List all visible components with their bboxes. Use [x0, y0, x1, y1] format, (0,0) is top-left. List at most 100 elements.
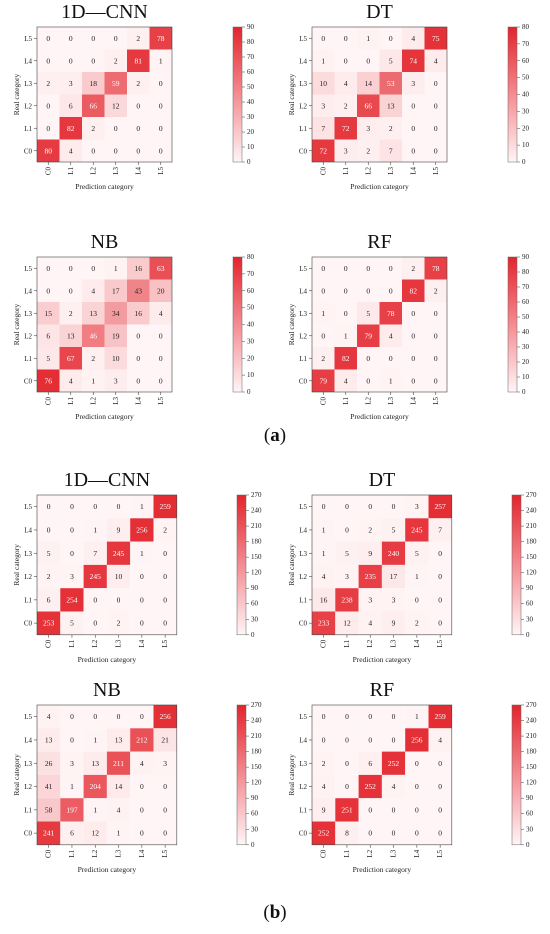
cell-value: 8: [345, 829, 349, 838]
cell-value: 0: [438, 759, 442, 768]
heatmap-cell: [357, 279, 380, 302]
cell-value: 240: [388, 549, 400, 558]
heatmap-cell: [335, 541, 359, 565]
heatmap-cell: [130, 518, 154, 542]
heatmap-cell: [127, 302, 150, 325]
cell-value: 0: [163, 595, 167, 604]
y-tick-label: C0: [24, 620, 33, 628]
x-axis-label: Prediction category: [78, 655, 137, 664]
x-tick-label: L5: [157, 397, 165, 405]
heatmap-cell: [358, 774, 382, 799]
y-tick-label: L5: [24, 503, 32, 511]
cell-value: 0: [140, 829, 144, 838]
heatmap-frame: [311, 256, 448, 393]
heatmap-cell: [153, 611, 177, 635]
x-tick-label: C0: [45, 849, 53, 858]
colorbar-tick-label: 210: [526, 522, 537, 530]
colorbar-tick-label: 50: [247, 83, 255, 91]
cell-value: 0: [159, 146, 163, 155]
cell-value: 0: [368, 712, 372, 721]
colorbar-tick-label: 210: [251, 522, 262, 530]
heatmap-cell: [358, 518, 382, 542]
cell-value: 0: [392, 805, 396, 814]
cell-value: 0: [345, 782, 349, 791]
heatmap-cell: [149, 279, 172, 302]
heatmap-cell: [379, 72, 402, 95]
cell-value: 13: [90, 309, 98, 318]
heatmap-cell: [424, 27, 447, 50]
cell-value: 0: [114, 34, 118, 43]
subfigure-a-label: (a): [263, 425, 287, 446]
heatmap-cell: [379, 369, 402, 392]
heatmap-cell: [405, 821, 429, 845]
cell-value: 9: [322, 805, 326, 814]
colorbar-tick-label: 90: [247, 23, 255, 31]
cell-value: 0: [438, 549, 442, 558]
heatmap-cell: [358, 541, 382, 565]
cell-value: 0: [411, 146, 415, 155]
heatmap-cell: [104, 94, 127, 117]
heatmap-cell: [59, 139, 82, 162]
cell-value: 13: [115, 735, 123, 744]
heatmap-cell: [59, 279, 82, 302]
cell-value: 3: [163, 759, 167, 768]
heatmap-cell: [153, 518, 177, 542]
heatmap-cell: [83, 821, 107, 845]
heatmap-cell: [149, 257, 172, 280]
cell-value: 4: [389, 331, 393, 340]
heatmap-cell: [335, 751, 359, 775]
heatmap-cell: [381, 821, 406, 845]
x-tick-label: L4: [409, 167, 417, 175]
heatmap-cell: [424, 279, 447, 302]
cell-value: 5: [345, 549, 349, 558]
heatmap-cell: [83, 798, 107, 822]
x-tick-label: L3: [115, 639, 123, 647]
panel-b-4: RF 0 0 0 0 1 259 0 0 0 0 256 4 2 0 6 252 0 0 4 0 252 4 0 0 9 251 0 0…: [287, 679, 537, 874]
colorbar-tick-label: 40: [247, 321, 255, 329]
cell-value: 4: [69, 146, 73, 155]
x-tick-label: C0: [45, 639, 53, 648]
heatmap-cell: [37, 821, 61, 845]
cell-value: 0: [415, 595, 419, 604]
heatmap-cell: [357, 369, 380, 392]
heatmap-cell: [82, 257, 105, 280]
heatmap-cell: [59, 72, 82, 95]
cell-value: 0: [140, 572, 144, 581]
heatmap-cell: [59, 117, 82, 140]
heatmap-cell: [358, 798, 382, 822]
colorbar-tick-label: 20: [247, 128, 255, 136]
heatmap-cell: [37, 139, 60, 162]
cell-value: 0: [434, 376, 438, 385]
heatmap-cell: [130, 541, 154, 565]
heatmap-cell: [37, 728, 61, 752]
heatmap-cell: [153, 774, 177, 799]
colorbar-tick-label: 30: [247, 113, 255, 121]
heatmap-cell: [428, 705, 452, 729]
heatmap-cell: [130, 774, 154, 799]
y-axis-label: Real category: [287, 74, 296, 116]
heatmap-cell: [357, 302, 380, 325]
heatmap-cell: [37, 541, 61, 565]
cell-value: 256: [136, 525, 148, 534]
heatmap-cell: [312, 705, 336, 729]
colorbar: [232, 26, 243, 163]
cell-value: 256: [411, 735, 423, 744]
y-axis-label: Real category: [12, 74, 21, 116]
heatmap-cell: [82, 369, 105, 392]
cell-value: 3: [321, 101, 325, 110]
heatmap-cell: [428, 518, 452, 542]
panel-a-3-title: NB: [91, 231, 119, 253]
y-tick-label: L4: [24, 57, 32, 65]
panel-a-4: RF0 0 0 0 2 780 0 0 0 82 21 0 5 78 0 00 1 79 4 0 02 82 0 0 0 079 4…: [287, 231, 530, 421]
colorbar-tick-label: 210: [526, 732, 537, 740]
heatmap-cell: [312, 495, 336, 519]
heatmap-cell: [424, 117, 447, 140]
heatmap-cell: [405, 588, 429, 612]
cell-value: 0: [434, 331, 438, 340]
heatmap-cell: [334, 302, 357, 325]
heatmap-cell: [59, 94, 82, 117]
colorbar-tick-label: 270: [526, 491, 537, 499]
colorbar-tick-label: 210: [251, 732, 262, 740]
x-axis-label: Prediction category: [75, 182, 134, 191]
